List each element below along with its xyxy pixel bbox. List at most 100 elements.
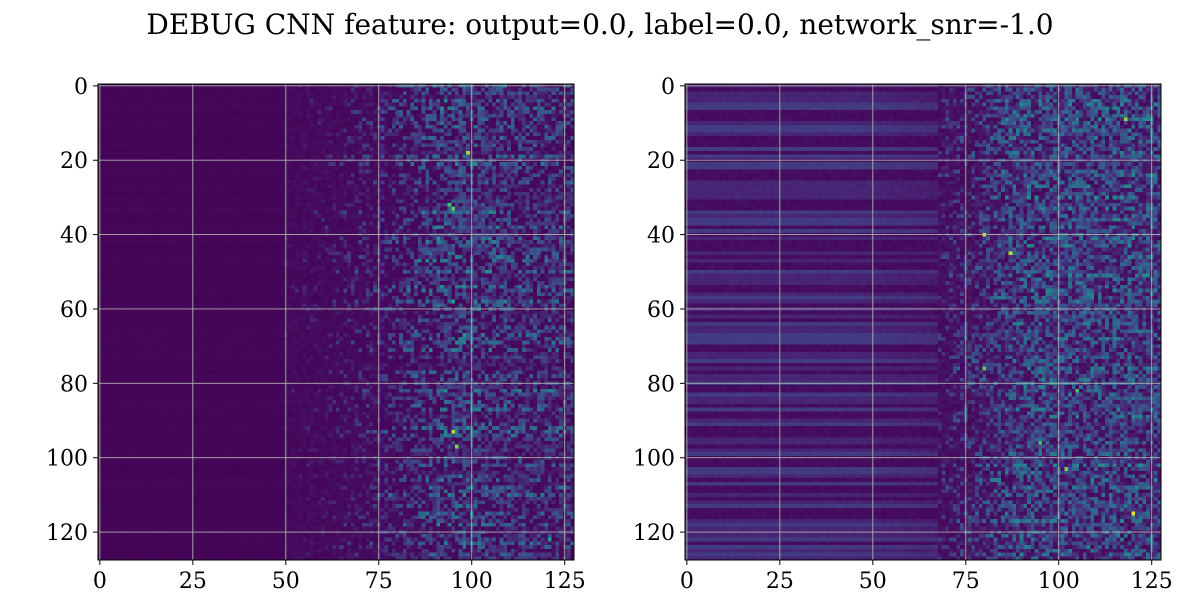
heatmap-cell <box>433 155 437 159</box>
heatmap-cell <box>459 106 463 110</box>
heatmap-cell <box>158 91 162 95</box>
heatmap-cell <box>250 166 254 170</box>
heatmap-cell <box>146 103 150 107</box>
heatmap-cell <box>269 114 273 118</box>
heatmap-cell <box>165 173 169 177</box>
heatmap-cell <box>176 91 180 95</box>
heatmap-cell <box>329 162 333 166</box>
heatmap-cell <box>221 99 225 103</box>
heatmap-cell <box>496 136 500 140</box>
heatmap-cell <box>462 132 466 136</box>
heatmap-cell <box>154 95 158 99</box>
heatmap-cell <box>124 155 128 159</box>
heatmap-cell <box>466 151 470 155</box>
heatmap-cell <box>511 132 515 136</box>
heatmap-cell <box>396 114 400 118</box>
heatmap-cell <box>366 117 370 121</box>
heatmap-cell <box>120 95 124 99</box>
heatmap-cell <box>541 170 545 174</box>
heatmap-cell <box>232 144 236 148</box>
heatmap-cell <box>381 129 385 133</box>
heatmap-cell <box>299 166 303 170</box>
heatmap-cell <box>198 125 202 129</box>
heatmap-cell <box>176 173 180 177</box>
heatmap-cell <box>154 106 158 110</box>
heatmap-cell <box>247 151 251 155</box>
heatmap-cell <box>422 155 426 159</box>
heatmap-cell <box>474 147 478 151</box>
heatmap-cell <box>150 99 154 103</box>
heatmap-cell <box>232 136 236 140</box>
heatmap-cell <box>466 121 470 125</box>
heatmap-cell <box>492 99 496 103</box>
heatmap-cell <box>303 136 307 140</box>
heatmap-cell <box>161 117 165 121</box>
heatmap-cell <box>202 117 206 121</box>
heatmap-cell <box>451 140 455 144</box>
heatmap-cell <box>418 151 422 155</box>
heatmap-cell <box>258 170 262 174</box>
heatmap-cell <box>414 166 418 170</box>
heatmap-cell <box>362 170 366 174</box>
heatmap-cell <box>325 99 329 103</box>
heatmap-cell <box>362 155 366 159</box>
heatmap-cell <box>351 125 355 129</box>
heatmap-cell <box>195 110 199 114</box>
heatmap-cell <box>518 103 522 107</box>
heatmap-cell <box>135 151 139 155</box>
heatmap-cell <box>343 151 347 155</box>
heatmap-cell <box>102 95 106 99</box>
heatmap-cell <box>537 88 541 92</box>
heatmap-cell <box>291 91 295 95</box>
heatmap-cell <box>410 136 414 140</box>
heatmap-cell <box>362 121 366 125</box>
heatmap-cell <box>124 121 128 125</box>
heatmap-cell <box>503 117 507 121</box>
heatmap-cell <box>109 103 113 107</box>
heatmap-cell <box>414 121 418 125</box>
heatmap-cell <box>548 140 552 144</box>
heatmap-cell <box>425 136 429 140</box>
heatmap-cell <box>117 166 121 170</box>
heatmap-cell <box>444 155 448 159</box>
heatmap-cell <box>150 95 154 99</box>
heatmap-cell <box>269 99 273 103</box>
heatmap-cell <box>351 121 355 125</box>
heatmap-cell <box>195 88 199 92</box>
heatmap-cell <box>396 170 400 174</box>
heatmap-cell <box>180 166 184 170</box>
heatmap-cell <box>518 136 522 140</box>
heatmap-cell <box>247 103 251 107</box>
heatmap-cell <box>358 125 362 129</box>
heatmap-cell <box>113 110 117 114</box>
heatmap-cell <box>176 162 180 166</box>
heatmap-cell <box>213 166 217 170</box>
heatmap-cell <box>366 170 370 174</box>
heatmap-cell <box>262 99 266 103</box>
heatmap-cell <box>355 121 359 125</box>
heatmap-cell <box>210 121 214 125</box>
heatmap-cell <box>198 129 202 133</box>
heatmap-cell <box>250 103 254 107</box>
heatmap-cell <box>176 151 180 155</box>
heatmap-cell <box>422 106 426 110</box>
heatmap-cell <box>325 155 329 159</box>
heatmap-cell <box>488 125 492 129</box>
heatmap-cell <box>392 147 396 151</box>
heatmap-cell <box>213 132 217 136</box>
heatmap-cell <box>277 99 281 103</box>
heatmap-cell <box>369 155 373 159</box>
heatmap-cell <box>355 151 359 155</box>
heatmap-cell <box>515 106 519 110</box>
heatmap-cell <box>388 129 392 133</box>
heatmap-cell <box>202 99 206 103</box>
heatmap-cell <box>462 103 466 107</box>
heatmap-cell <box>474 132 478 136</box>
heatmap-cell <box>172 129 176 133</box>
heatmap-cell <box>262 103 266 107</box>
heatmap-cell <box>515 147 519 151</box>
heatmap-cell <box>548 151 552 155</box>
heatmap-cell <box>265 121 269 125</box>
heatmap-cell <box>224 144 228 148</box>
heatmap-cell <box>515 132 519 136</box>
